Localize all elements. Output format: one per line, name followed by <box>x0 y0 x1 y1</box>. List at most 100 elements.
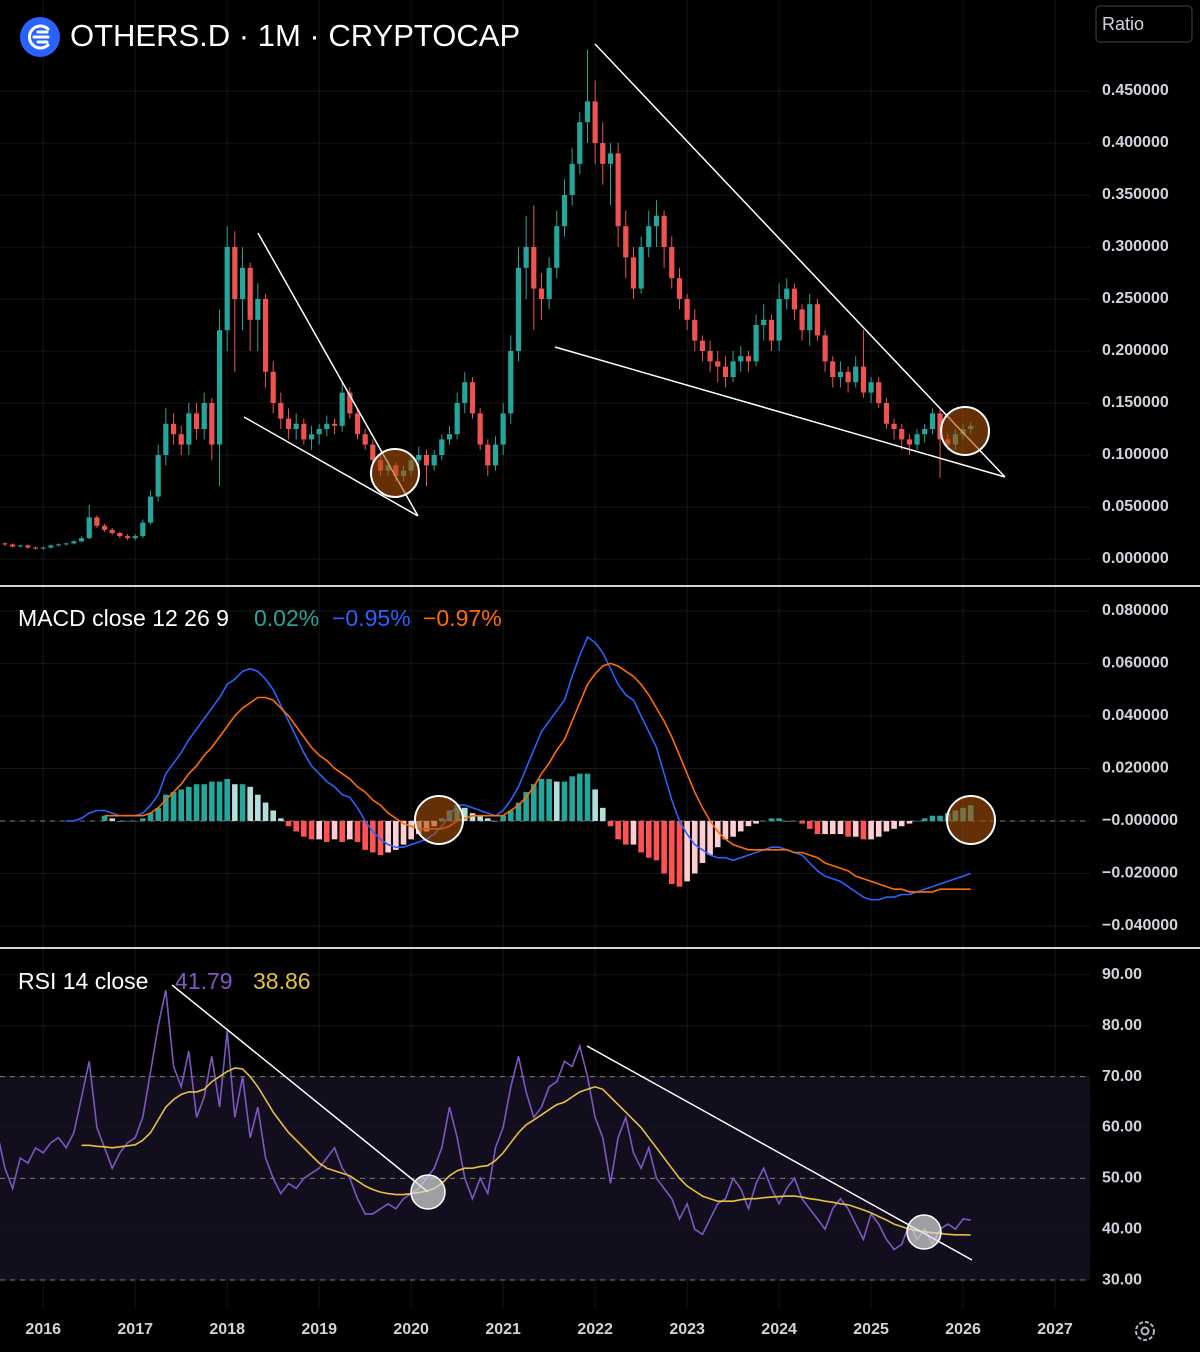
x-tick-label: 2023 <box>669 1321 705 1338</box>
scale-button-label[interactable]: Ratio <box>1102 14 1144 34</box>
histogram-bar <box>316 820 322 840</box>
histogram-bar <box>140 818 146 821</box>
histogram-bar <box>155 807 162 821</box>
candle-body <box>339 392 345 426</box>
candle-body <box>477 413 483 445</box>
candle-body <box>638 247 644 289</box>
y-tick-label: 0.060000 <box>1102 655 1169 672</box>
candle-body <box>55 544 62 546</box>
candle-body <box>492 444 499 466</box>
histogram-bar <box>530 784 537 821</box>
y-tick-label: 0.020000 <box>1102 760 1169 777</box>
y-tick-label: 0.300000 <box>1102 238 1169 255</box>
histogram-bar <box>239 784 246 821</box>
histogram-bar <box>163 794 169 821</box>
macd-legend-title: MACD close 12 26 9 <box>18 605 229 631</box>
candle-body <box>899 429 905 440</box>
candle-body <box>78 538 85 542</box>
histogram-bar <box>507 810 514 821</box>
y-tick-label: 90.00 <box>1102 966 1142 983</box>
candle-body <box>255 299 261 320</box>
histogram-bar <box>883 820 890 832</box>
settings-button[interactable] <box>1135 1321 1155 1341</box>
candle-body <box>753 325 759 362</box>
candle-body <box>891 423 897 429</box>
candle-body <box>416 455 422 461</box>
candle-body <box>630 257 637 289</box>
candle-body <box>423 455 430 466</box>
candle-body <box>868 382 874 393</box>
histogram-bar <box>170 792 177 821</box>
candle-body <box>239 267 246 299</box>
histogram-bar <box>661 820 667 874</box>
rsi-legend-title: RSI 14 close <box>18 968 148 994</box>
x-tick-label: 2027 <box>1037 1321 1073 1338</box>
settings-gear-hub[interactable] <box>1140 1326 1150 1336</box>
histogram-bar <box>668 820 675 884</box>
trend-line <box>554 346 1006 478</box>
candle-body <box>247 267 253 320</box>
candle-body <box>699 340 706 351</box>
histogram-bar <box>714 820 721 848</box>
indicator-line <box>0 990 971 1251</box>
histogram-bar <box>408 820 414 840</box>
y-tick-label: 0.350000 <box>1102 186 1169 203</box>
x-tick-label: 2020 <box>393 1321 429 1338</box>
y-tick-label: 0.450000 <box>1102 82 1169 99</box>
candle-body <box>883 403 890 424</box>
histogram-bar <box>400 820 407 845</box>
trend-line <box>586 1045 973 1261</box>
histogram-bar <box>209 781 215 821</box>
candle-body <box>155 455 161 497</box>
histogram-bar <box>132 820 139 822</box>
histogram-bar <box>783 820 790 822</box>
y-tick-label: 0.250000 <box>1102 290 1169 307</box>
histogram-bar <box>875 820 882 837</box>
scale-button[interactable]: Ratio <box>1095 5 1193 43</box>
x-tick-label: 2022 <box>577 1321 613 1338</box>
candle-body <box>692 319 698 341</box>
histogram-bar <box>324 820 330 842</box>
candle-body <box>163 423 169 455</box>
candle-body <box>531 247 537 289</box>
indicator-line <box>66 635 971 901</box>
candle-body <box>462 382 468 403</box>
histogram-bar <box>592 789 598 821</box>
histogram-bar <box>255 794 261 821</box>
candle-body <box>500 413 506 445</box>
histogram-bar <box>599 807 606 821</box>
candle-body <box>193 413 200 429</box>
candle-body <box>278 403 284 419</box>
histogram-bar <box>684 820 690 882</box>
histogram-bar <box>868 820 874 840</box>
candle-body <box>224 247 230 331</box>
y-tick-label: 40.00 <box>1102 1220 1142 1237</box>
candle-body <box>431 455 437 466</box>
candle-body <box>347 392 353 414</box>
settings-gear[interactable] <box>1135 1321 1155 1341</box>
candle-body <box>132 536 138 539</box>
histogram-bar <box>707 820 713 856</box>
candle-body <box>40 547 46 549</box>
histogram-bar <box>216 781 223 821</box>
candle-body <box>646 226 652 247</box>
histogram-bar <box>630 820 637 845</box>
y-tick-label: 0.100000 <box>1102 446 1169 463</box>
histogram-bar <box>523 792 529 821</box>
histogram-bar <box>193 784 200 821</box>
histogram-bar <box>753 820 759 824</box>
histogram-bar <box>860 820 867 840</box>
candle-body <box>71 541 77 544</box>
histogram-bar <box>837 820 844 835</box>
histogram-bar <box>147 813 154 821</box>
scale-button-frame[interactable] <box>1095 5 1193 43</box>
candle-body <box>117 533 123 537</box>
histogram-bar <box>615 820 621 840</box>
histogram-bar <box>186 786 192 821</box>
highlight-circle <box>410 1174 446 1210</box>
histogram-bar <box>232 784 238 821</box>
y-tick-label: −0.040000 <box>1102 917 1178 934</box>
histogram-bar <box>469 813 476 821</box>
histogram-bar <box>308 820 315 840</box>
histogram-bar <box>270 810 276 821</box>
